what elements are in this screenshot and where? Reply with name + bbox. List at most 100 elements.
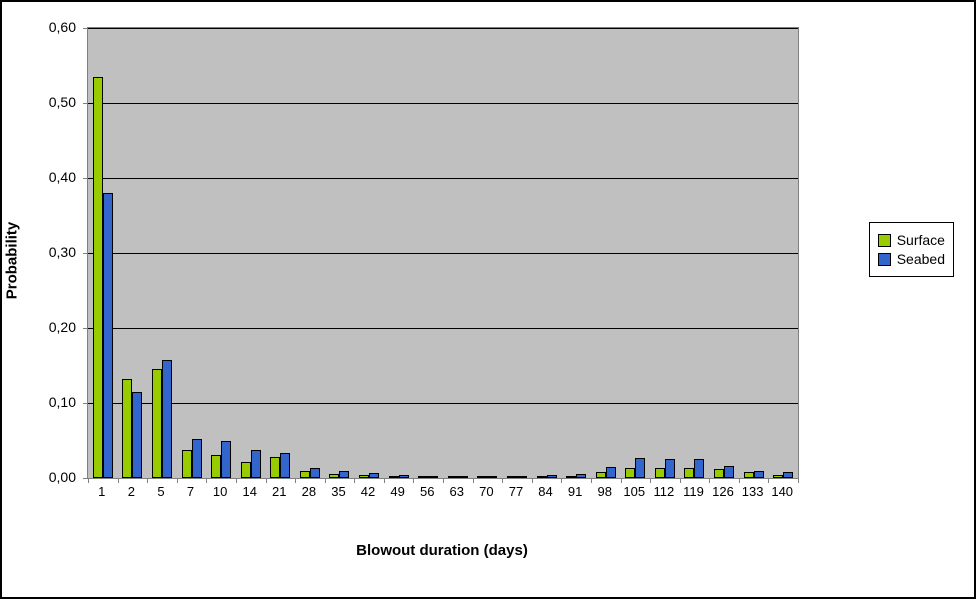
x-tick-mark	[650, 478, 651, 483]
bar	[487, 476, 497, 478]
legend-swatch-surface	[878, 234, 891, 247]
bar	[773, 475, 783, 478]
legend-item-seabed: Seabed	[878, 251, 945, 267]
bar-group	[477, 476, 497, 478]
x-tick-mark	[739, 478, 740, 483]
y-tick-label: 0,50	[16, 94, 76, 110]
y-tick-label: 0,60	[16, 19, 76, 35]
bar-group	[300, 468, 320, 479]
x-tick-mark	[621, 478, 622, 483]
x-tick-mark	[295, 478, 296, 483]
bar-group	[537, 475, 557, 478]
bar	[625, 468, 635, 479]
legend-label-surface: Surface	[897, 232, 945, 248]
bar	[339, 471, 349, 479]
x-axis-title: Blowout duration (days)	[87, 542, 797, 559]
bar	[714, 469, 724, 478]
bar	[132, 392, 142, 478]
x-tick-mark	[413, 478, 414, 483]
x-tick-mark	[502, 478, 503, 483]
y-tick-label: 0,10	[16, 394, 76, 410]
y-tick-label: 0,40	[16, 169, 76, 185]
bar	[783, 472, 793, 478]
bar	[418, 476, 428, 478]
x-tick-label: 35	[331, 484, 345, 499]
bar	[547, 475, 557, 478]
gridline	[88, 103, 798, 104]
bar-group	[684, 459, 704, 478]
bar-group	[270, 453, 290, 479]
bar	[192, 439, 202, 478]
x-tick-mark	[473, 478, 474, 483]
bar-group	[744, 471, 764, 479]
bar	[270, 457, 280, 478]
bar	[369, 473, 379, 478]
x-tick-label: 7	[187, 484, 194, 499]
bar	[576, 474, 586, 479]
bar	[428, 476, 438, 478]
x-tick-label: 133	[742, 484, 764, 499]
bar	[754, 471, 764, 479]
bar-group	[655, 459, 675, 478]
y-tick-mark	[83, 328, 88, 329]
y-tick-mark	[83, 403, 88, 404]
bar-group	[329, 471, 349, 479]
x-tick-mark	[147, 478, 148, 483]
bar	[103, 193, 113, 478]
bar-group	[714, 466, 734, 478]
chart-container: Probability Blowout duration (days) Surf…	[0, 0, 976, 599]
bar	[152, 369, 162, 478]
x-tick-mark	[532, 478, 533, 483]
x-tick-label: 2	[128, 484, 135, 499]
x-tick-mark	[561, 478, 562, 483]
x-tick-label: 5	[157, 484, 164, 499]
gridline	[88, 28, 798, 29]
x-tick-label: 21	[272, 484, 286, 499]
x-tick-mark	[325, 478, 326, 483]
x-tick-label: 105	[623, 484, 645, 499]
y-tick-mark	[83, 178, 88, 179]
bar	[399, 475, 409, 478]
y-tick-mark	[83, 103, 88, 104]
legend: Surface Seabed	[869, 222, 954, 277]
bar	[665, 459, 675, 478]
x-tick-mark	[680, 478, 681, 483]
bar	[566, 476, 576, 478]
bar-group	[182, 439, 202, 478]
bar	[477, 476, 487, 478]
x-tick-mark	[768, 478, 769, 483]
bar-group	[152, 360, 172, 478]
x-tick-label: 140	[771, 484, 793, 499]
bar	[724, 466, 734, 478]
x-tick-label: 112	[654, 484, 675, 499]
x-tick-label: 91	[568, 484, 582, 499]
x-tick-mark	[118, 478, 119, 483]
bar	[389, 476, 399, 478]
bar	[93, 77, 103, 478]
bar-group	[507, 476, 527, 478]
x-tick-label: 14	[242, 484, 256, 499]
bar	[280, 453, 290, 479]
legend-label-seabed: Seabed	[897, 251, 945, 267]
gridline	[88, 178, 798, 179]
bar-group	[566, 474, 586, 479]
bar	[310, 468, 320, 479]
x-tick-mark	[177, 478, 178, 483]
plot-area	[87, 27, 799, 479]
bar	[694, 459, 704, 478]
x-tick-mark	[354, 478, 355, 483]
bar	[507, 476, 517, 478]
bar	[655, 468, 665, 479]
x-tick-label: 28	[302, 484, 316, 499]
bar	[517, 476, 527, 478]
y-axis-title: Probability	[4, 222, 21, 300]
x-tick-label: 42	[361, 484, 375, 499]
bar	[300, 471, 310, 479]
gridline	[88, 328, 798, 329]
bar-group	[773, 472, 793, 478]
x-tick-mark	[88, 478, 89, 483]
bar-group	[211, 441, 231, 479]
x-tick-label: 119	[683, 484, 704, 499]
bar-group	[418, 476, 438, 478]
bar-group	[625, 458, 645, 478]
